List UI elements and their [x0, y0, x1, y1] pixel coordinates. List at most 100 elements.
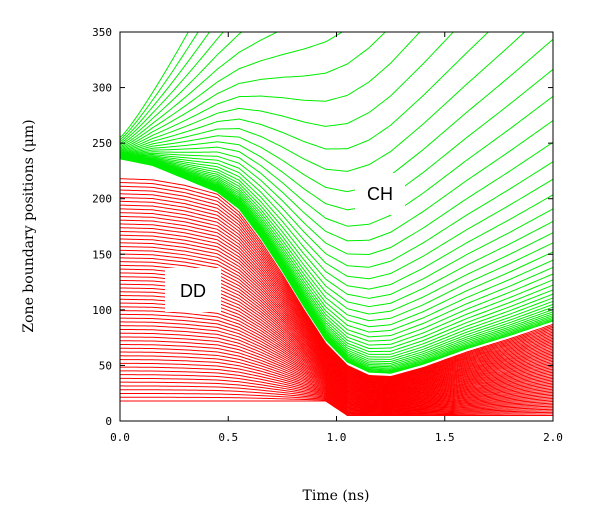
ch-zone-line [120, 156, 553, 315]
ch-zone-line [120, 32, 526, 172]
dd-zone-line [120, 340, 553, 406]
x-axis: 0.0 0.5 1.0 1.5 2.0 [110, 32, 563, 444]
dd-zone-line [120, 227, 553, 386]
ch-zone-line [120, 32, 490, 153]
dd-zone-line [120, 253, 553, 391]
ch-zone-line [120, 155, 553, 290]
dd-zone-lines [120, 178, 553, 416]
ch-zone-line [120, 32, 243, 146]
dd-zone-line [120, 178, 553, 378]
x-axis-label: Time (ns) [303, 488, 370, 504]
ch-zone-line [120, 32, 211, 143]
x-tick-label: 1.5 [435, 431, 455, 444]
dd-zone-line [120, 366, 553, 411]
dd-zone-line [120, 385, 553, 414]
dd-zone-line [120, 310, 553, 401]
dd-zone-line [120, 392, 553, 415]
dd-zone-line [120, 325, 553, 403]
dd-zone-line [120, 377, 553, 412]
dd-zone-line [120, 257, 553, 391]
dd-zone-line [120, 261, 553, 392]
ch-zone-line [120, 32, 224, 144]
dd-zone-line [120, 336, 553, 405]
dd-zone-line [120, 238, 553, 388]
ch-zone-line [120, 157, 553, 353]
ch-zone-line [120, 38, 553, 193]
dd-zone-line [120, 185, 553, 379]
ch-zone-line [120, 157, 553, 342]
dd-zone-line [120, 230, 553, 387]
ch-zone-line [120, 120, 553, 242]
dd-zone-line [120, 181, 553, 378]
dd-zone-line [120, 396, 553, 416]
ch-annotation: CH [367, 184, 393, 204]
dd-zone-line [120, 249, 553, 390]
y-axis: 0 50 100 150 200 250 300 350 [92, 26, 553, 428]
ch-label-box [355, 173, 405, 215]
dd-zone-line [120, 347, 553, 407]
ch-zone-line [120, 156, 553, 322]
y-tick-label: 300 [92, 82, 112, 95]
dd-zone-line [120, 351, 553, 408]
dd-zone-line [120, 212, 553, 383]
ch-zone-line [120, 157, 553, 358]
ch-zone-lines [120, 32, 553, 374]
ch-zone-line [120, 157, 553, 338]
dd-zone-line [120, 370, 553, 411]
ch-zone-line [120, 32, 279, 147]
dd-zone-line [120, 215, 553, 384]
ch-zone-line [120, 155, 553, 280]
dd-zone-line [120, 246, 553, 389]
dd-zone-line [120, 355, 553, 409]
dd-zone-line [120, 242, 553, 389]
dd-zone-line [120, 208, 553, 383]
dd-zone-line [120, 374, 553, 412]
dd-zone-line [120, 381, 553, 413]
y-tick-label: 100 [92, 304, 112, 317]
ch-zone-line [120, 95, 553, 227]
y-tick-label: 0 [105, 415, 112, 428]
dd-zone-line [120, 317, 553, 402]
x-tick-label: 2.0 [543, 431, 563, 444]
dd-zone-line [120, 389, 553, 414]
y-tick-label: 350 [92, 26, 112, 39]
ch-zone-line [120, 155, 553, 299]
y-tick-label: 150 [92, 248, 112, 261]
ch-zone-line [120, 157, 553, 350]
ch-zone-line [120, 157, 553, 346]
dd-zone-line [120, 219, 553, 385]
ch-zone-line [120, 156, 553, 328]
dd-annotation: DD [180, 281, 206, 301]
ch-zone-line [120, 32, 421, 151]
ch-zone-line [120, 32, 387, 150]
y-tick-label: 200 [92, 193, 112, 206]
x-tick-label: 0.5 [218, 431, 238, 444]
y-axis-label: Zone boundary positions (μm) [21, 119, 37, 332]
dd-zone-line [120, 321, 553, 403]
dd-zone-line [120, 328, 553, 404]
y-tick-label: 250 [92, 137, 112, 150]
ch-zone-line [120, 32, 199, 141]
dd-zone-line [120, 223, 553, 385]
dd-zone-line [120, 362, 553, 410]
dd-zone-line [120, 400, 553, 416]
dd-zone-line [120, 343, 553, 407]
dd-zone-line [120, 193, 553, 380]
dd-zone-line [120, 359, 553, 409]
dd-zone-line [120, 234, 553, 387]
ch-zone-line [120, 141, 553, 255]
x-tick-label: 1.0 [327, 431, 347, 444]
dd-zone-line [120, 197, 553, 381]
ch-zone-line [120, 157, 553, 355]
ch-zone-line [120, 154, 553, 268]
dd-zone-line [120, 332, 553, 405]
dd-zone-line [120, 200, 553, 382]
dd-label-box [165, 268, 221, 312]
ch-zone-line [120, 68, 553, 211]
y-tick-label: 50 [99, 359, 112, 372]
ch-zone-line [120, 156, 553, 308]
ch-zone-line [120, 157, 553, 333]
dd-zone-line [120, 204, 553, 382]
ch-zone-line [120, 32, 454, 152]
